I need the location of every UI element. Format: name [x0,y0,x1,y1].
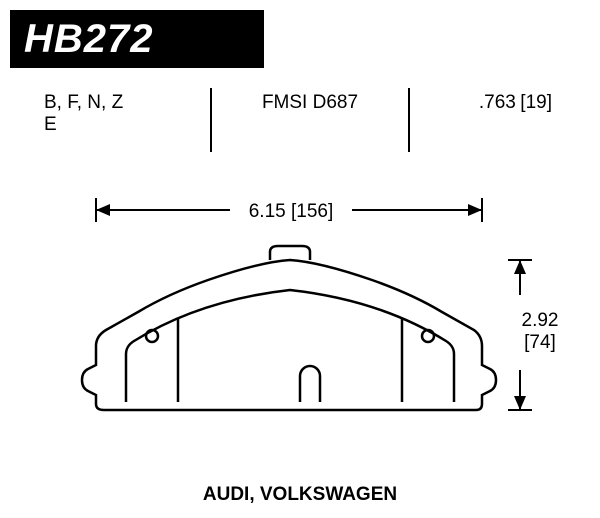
compounds-line1: B, F, N, Z [44,92,210,114]
compounds-column: B, F, N, Z E [44,88,210,152]
pad-outline [82,246,496,410]
spec-sheet: HB272 B, F, N, Z E FMSI D687 .763 [19] 6… [0,0,600,518]
thickness-column: .763 [19] [410,88,556,152]
height-inches: 2.92 [522,310,559,331]
specs-row: B, F, N, Z E FMSI D687 .763 [19] [44,88,556,152]
width-dimension: 6.15 [156] [96,198,482,222]
height-mm: [74] [524,332,556,353]
thickness-mm: [19] [520,92,552,113]
compounds-line2: E [44,114,210,136]
fmsi-column: FMSI D687 [212,88,408,152]
brake-pad-diagram: 6.15 [156] 2.92 [74] [0,170,600,470]
thickness-inches: .763 [479,92,516,113]
fmsi-code: FMSI D687 [212,92,408,114]
part-number: HB272 [24,17,154,62]
fitment-label: AUDI, VOLKSWAGEN [0,484,600,506]
header-bar: HB272 [10,10,264,68]
width-label: 6.15 [156] [249,201,334,222]
height-dimension: 2.92 [74] [508,260,558,410]
